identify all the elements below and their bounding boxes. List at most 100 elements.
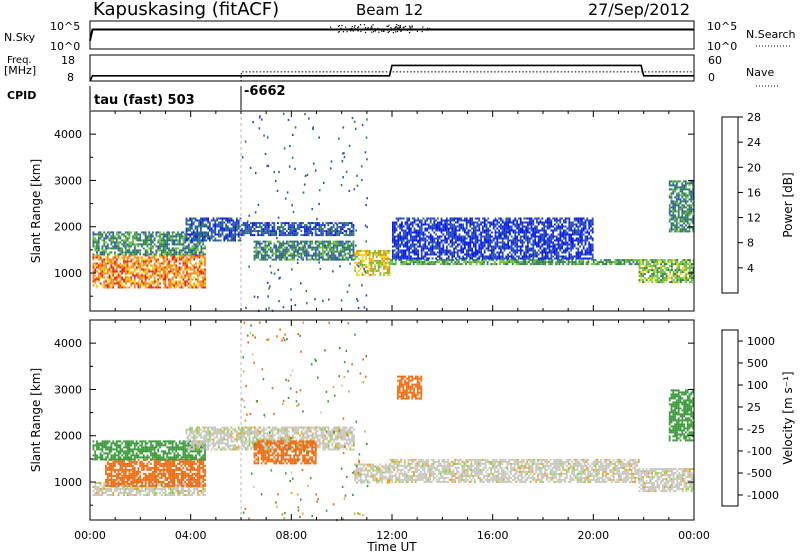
data-cell (592, 259, 595, 262)
data-cell (683, 267, 686, 270)
data-cell (166, 276, 169, 279)
data-cell (410, 231, 412, 234)
nsky-dot (357, 30, 359, 32)
data-cell (537, 217, 540, 220)
data-cell (209, 235, 211, 238)
data-cell (374, 253, 376, 256)
data-cell (313, 222, 315, 225)
data-cell (491, 231, 493, 234)
data-cell (94, 282, 97, 285)
data-cell (115, 280, 118, 283)
data-cell (413, 221, 416, 224)
data-cell (177, 268, 179, 271)
data-cell (442, 229, 445, 232)
data-cell (302, 248, 304, 251)
data-cell (314, 254, 317, 257)
nsky-dot (387, 25, 389, 28)
data-cell (189, 266, 192, 269)
data-cell (352, 246, 355, 249)
data-cell (320, 246, 322, 249)
data-cell (309, 258, 312, 261)
nsky-dot (398, 27, 400, 29)
data-cell (585, 263, 588, 266)
data-cell (307, 244, 310, 247)
data-cell (302, 234, 304, 237)
data-cell (155, 268, 158, 271)
data-cell (460, 241, 463, 244)
data-cell (314, 242, 317, 245)
data-cell (404, 241, 407, 244)
data-cell (408, 219, 410, 222)
data-cell (412, 263, 415, 266)
data-cell (200, 247, 203, 250)
data-cell (94, 245, 97, 248)
data-cell (525, 235, 527, 238)
data-cell (259, 246, 261, 249)
data-cell (133, 235, 136, 238)
nsky-dot (406, 29, 408, 31)
data-cell (668, 212, 671, 215)
data-cell (408, 223, 410, 226)
data-cell (507, 217, 509, 220)
data-cell (581, 251, 583, 254)
data-cell (155, 266, 158, 269)
data-cell (101, 235, 104, 238)
data-cell (103, 249, 106, 252)
data-cell (402, 235, 405, 238)
data-cell (548, 249, 551, 252)
data-cell (559, 243, 562, 246)
nsky-dot (394, 27, 396, 29)
data-cell (456, 237, 459, 240)
data-cell (463, 261, 466, 264)
data-cell (180, 233, 183, 236)
data-cell (336, 248, 339, 251)
data-cell (658, 279, 661, 282)
data-cell (381, 255, 384, 258)
data-cell (466, 261, 469, 264)
data-cell (124, 286, 127, 289)
data-cell (543, 241, 545, 244)
data-cell (483, 263, 485, 266)
data-cell (271, 250, 274, 253)
data-cell (663, 267, 666, 270)
data-cell (112, 266, 115, 269)
data-cell (534, 241, 536, 244)
data-cell (677, 194, 680, 197)
data-cell (137, 251, 140, 254)
data-cell (489, 255, 491, 258)
data-cell (128, 247, 131, 250)
data-cell (266, 230, 268, 233)
data-cell (322, 228, 324, 231)
data-cell (329, 254, 331, 257)
data-cell (286, 250, 288, 253)
data-cell (674, 269, 677, 272)
data-cell (518, 249, 520, 252)
data-cell (336, 226, 339, 229)
data-cell (171, 268, 174, 271)
data-cell (448, 263, 451, 266)
data-cell (115, 262, 118, 265)
data-cell (424, 229, 427, 232)
data-cell (501, 221, 504, 224)
data-cell (427, 261, 430, 264)
data-cell (354, 255, 357, 258)
data-cell (293, 246, 295, 249)
data-cell (169, 270, 172, 273)
data-cell (480, 251, 482, 254)
data-cell (521, 255, 524, 258)
data-cell (671, 277, 673, 280)
data-cell (361, 273, 364, 276)
data-cell (298, 242, 301, 245)
data-cell (204, 233, 206, 236)
data-cell (304, 230, 306, 233)
data-cell (506, 261, 509, 264)
data-cell (309, 244, 312, 247)
data-cell (269, 234, 272, 237)
data-cell (114, 241, 116, 244)
data-cell (200, 254, 203, 257)
data-cell (361, 265, 364, 268)
data-cell (423, 259, 426, 262)
data-cell (462, 241, 464, 244)
data-cell (676, 202, 678, 205)
data-cell (193, 258, 196, 261)
